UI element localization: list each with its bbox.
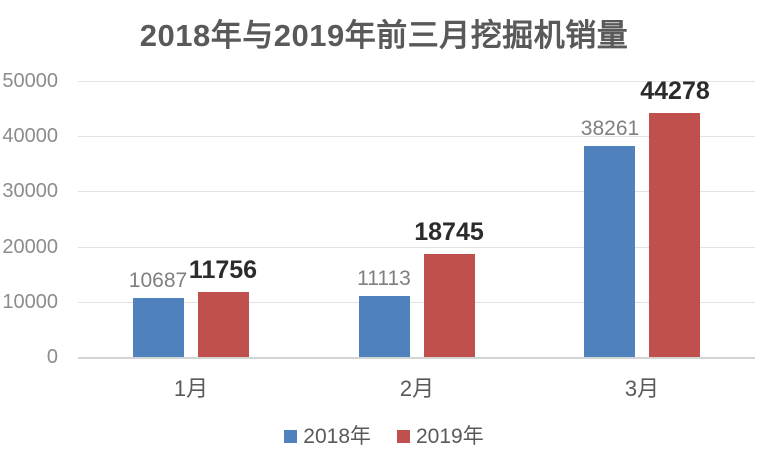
value-label-2019年-3月: 44278 bbox=[640, 77, 710, 105]
bar-2018年-3月 bbox=[584, 146, 635, 357]
chart-title: 2018年与2019年前三月挖掘机销量 bbox=[139, 18, 629, 53]
y-axis-tick-label-10000: 10000 bbox=[2, 291, 58, 313]
y-axis-tick-label-0: 0 bbox=[46, 346, 58, 368]
value-label-2018年-1月: 10687 bbox=[128, 269, 188, 292]
y-axis-tick-label-30000: 30000 bbox=[2, 180, 58, 202]
legend-swatch-2019年 bbox=[397, 430, 410, 443]
bar-2019年-1月 bbox=[198, 292, 249, 357]
gridline-40000 bbox=[78, 136, 755, 137]
x-axis-category-label-3月: 3月 bbox=[624, 376, 660, 401]
legend-swatch-2018年 bbox=[284, 430, 298, 443]
legend-item-2018年: 2018年 bbox=[284, 426, 371, 447]
gridline-50000 bbox=[78, 81, 755, 82]
bar-2019年-2月 bbox=[424, 254, 475, 357]
legend-item-2019年: 2019年 bbox=[397, 426, 484, 447]
x-axis-category-label-2月: 2月 bbox=[399, 376, 435, 401]
bar-2018年-2月 bbox=[359, 296, 410, 357]
value-label-2018年-2月: 11113 bbox=[357, 267, 411, 290]
y-axis-tick-label-20000: 20000 bbox=[2, 236, 58, 258]
value-label-2019年-2月: 18745 bbox=[414, 218, 484, 246]
x-axis-category-label-1月: 1月 bbox=[173, 376, 209, 401]
gridline-30000 bbox=[78, 191, 755, 192]
value-label-2018年-3月: 38261 bbox=[580, 117, 640, 140]
legend-label-2019年: 2019年 bbox=[416, 425, 484, 448]
gridline-20000 bbox=[78, 247, 755, 248]
legend: 2018年 2019年 bbox=[0, 426, 768, 447]
bar-2019年-3月 bbox=[649, 113, 700, 357]
gridline-0 bbox=[78, 357, 755, 359]
bar-2018年-1月 bbox=[133, 298, 184, 357]
legend-label-2018年: 2018年 bbox=[303, 425, 371, 448]
gridline-10000 bbox=[78, 302, 755, 303]
y-axis-tick-label-40000: 40000 bbox=[2, 125, 58, 147]
value-label-2019年-1月: 11756 bbox=[188, 256, 258, 284]
y-axis-tick-label-50000: 50000 bbox=[2, 70, 58, 92]
